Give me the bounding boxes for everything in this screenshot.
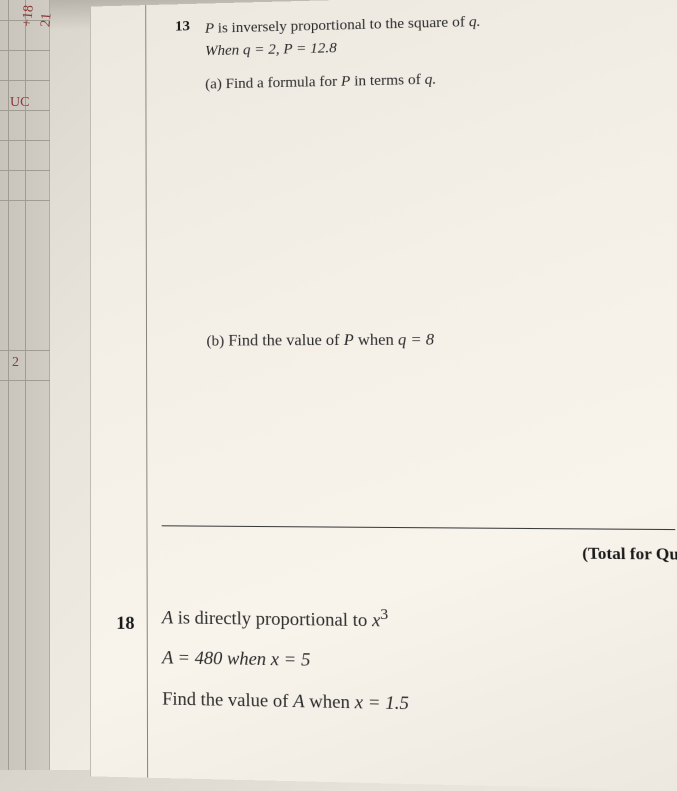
grid-lines (0, 0, 50, 400)
q13a-text2: in terms of (350, 72, 424, 89)
q13a-P: P (341, 74, 351, 90)
q13-intro: P is inversely proportional to the squar… (205, 6, 677, 62)
q18-A2: A (293, 690, 305, 711)
q18-text1: is directly proportional to (173, 607, 372, 630)
content-area: 13 P is inversely proportional to the sq… (91, 1, 677, 731)
q18-text3b: when (304, 690, 354, 712)
q13-part-b: (b) Find the value of P when q = 8 (206, 326, 677, 353)
q13a-workspace (205, 86, 677, 329)
q13b-workspace (207, 351, 677, 508)
handwriting-top1: +18 (20, 4, 38, 27)
divider-line (162, 525, 676, 530)
q13-P-var: P (205, 21, 214, 37)
q13b-text2: when (354, 331, 398, 348)
worksheet-paper: 13 P is inversely proportional to the sq… (90, 0, 677, 791)
notebook-spine (0, 0, 50, 770)
q13b-eq: q = 8 (398, 331, 434, 348)
handwriting-top2: 21 (38, 12, 55, 27)
handwriting-mid: UC (10, 95, 29, 111)
question-18: 18 A is directly proportional to x3 A = … (162, 595, 677, 730)
q18-line3: Find the value of A when x = 1.5 (162, 678, 677, 730)
q13b-P: P (344, 331, 354, 348)
handwriting-low: 2 (12, 355, 19, 371)
q13-given: When q = 2, P = 12.8 (205, 40, 337, 59)
question-13: 13 P is inversely proportional to the sq… (160, 1, 677, 508)
q13-q-var: q. (469, 14, 481, 30)
q13-intro-text1: is inversely proportional to the square … (214, 14, 469, 36)
q18-number: 18 (116, 603, 134, 644)
q13a-label: (a) (205, 74, 222, 96)
q18-A-var: A (162, 606, 173, 627)
q13b-label: (b) (206, 330, 224, 353)
q18-power: 3 (380, 606, 388, 623)
q13a-text1: Find a formula for (226, 74, 342, 92)
q13a-q: q. (425, 72, 437, 88)
total-marks-label: (Total for Questi (162, 541, 677, 565)
q18-text3a: Find the value of (162, 688, 293, 711)
q13b-text1: Find the value of (228, 331, 344, 349)
q13-number: 13 (175, 19, 190, 36)
q18-eq: x = 1.5 (355, 691, 410, 713)
